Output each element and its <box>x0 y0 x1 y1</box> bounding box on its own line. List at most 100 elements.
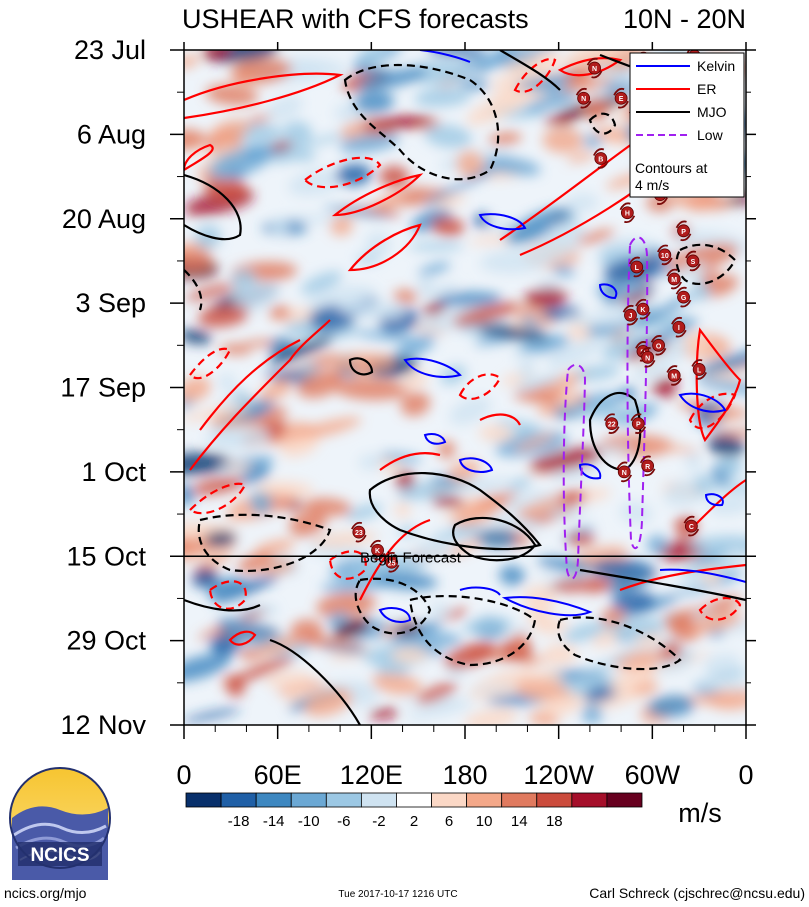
field-patch <box>478 425 515 442</box>
contour-layer <box>184 50 746 725</box>
kelvin-contour <box>378 607 412 623</box>
footer-author: Carl Schreck (cjschrec@ncsu.edu) <box>589 885 805 901</box>
storm-marker: N <box>639 347 656 368</box>
legend-label: ER <box>697 81 716 97</box>
field-patch <box>209 119 249 145</box>
field-patch <box>418 261 451 277</box>
field-patch <box>184 708 241 723</box>
field-patch <box>477 528 518 549</box>
field-patch <box>525 91 578 112</box>
er-contour-dashed <box>188 482 247 515</box>
field-patch <box>529 447 602 473</box>
field-patch <box>537 557 594 572</box>
field-patch <box>593 127 635 142</box>
field-patch <box>583 134 603 148</box>
colorbar-tick-label: -14 <box>263 813 285 830</box>
storm-marker: K <box>369 539 386 561</box>
x-tick-label: 60E <box>254 760 302 790</box>
er-contour <box>189 319 331 471</box>
field-patch <box>241 463 271 484</box>
er-contour <box>228 630 257 646</box>
er-contour-dashed <box>328 550 367 580</box>
field-patch <box>329 352 395 372</box>
axes: 0 60E 120E 180 120W 60W 0 23 Jul 6 Aug 20 Aug 3 Se… <box>60 35 756 790</box>
storm-id: N <box>622 470 627 477</box>
field-patch <box>202 50 232 61</box>
colorbar-swatch <box>185 792 222 808</box>
mjo-contour <box>348 357 374 376</box>
field-patch <box>184 483 195 506</box>
field-patch <box>300 271 343 295</box>
ncics-logo: NCICS <box>9 767 111 880</box>
colorbar-swatch <box>431 792 468 808</box>
er-contour-dashed <box>208 580 247 610</box>
storm-id: N <box>645 355 650 362</box>
y-tick-label: 15 Oct <box>66 541 146 571</box>
field-patch <box>298 131 353 148</box>
field-patch <box>696 378 746 395</box>
er-contour-dashed <box>513 57 557 93</box>
field-patch <box>270 217 289 237</box>
storm-marker: J <box>622 304 639 326</box>
field-patch <box>691 280 710 302</box>
colorbar-swatch <box>466 792 503 808</box>
legend: Kelvin ER MJO Low Contours at 4 m/s <box>629 52 745 198</box>
x-tick-label: 120W <box>523 760 594 790</box>
field-patch <box>339 132 400 153</box>
field-patch <box>514 679 572 703</box>
storm-id: K <box>375 548 380 555</box>
field-patch <box>611 591 656 613</box>
y-tick-label: 1 Oct <box>81 457 146 487</box>
mjo-contour-dashed <box>588 112 617 135</box>
colorbar-tick-label: -10 <box>298 813 320 830</box>
mjo-contour-dashed <box>408 594 537 667</box>
storm-marker: O <box>650 335 667 356</box>
storm-id: P <box>636 422 641 429</box>
field-patch <box>371 673 423 695</box>
field-patch <box>432 528 485 541</box>
field-patch <box>619 501 653 524</box>
kelvin-contour <box>678 392 727 413</box>
storm-markers: HNNNEIFBKHHP10LSMGKJIODNML22PRNC23K25 <box>351 50 707 573</box>
contour-note: Contours at <box>635 160 707 176</box>
storm-id: S <box>691 259 696 266</box>
field-patch <box>184 406 253 422</box>
field-patch <box>712 429 746 437</box>
mjo-contour <box>452 516 537 562</box>
field-patch <box>469 683 518 693</box>
kelvin-contour <box>659 568 746 583</box>
legend-item: Kelvin <box>636 58 735 74</box>
field-patch <box>257 481 314 498</box>
chart-title: USHEAR with CFS forecasts <box>182 4 529 34</box>
field-patch <box>184 329 212 344</box>
er-contour-dashed <box>188 347 232 380</box>
field-patch <box>505 207 572 244</box>
y-tick-label: 23 Jul <box>74 35 146 65</box>
storm-id: M <box>671 277 677 284</box>
field-patch <box>511 632 530 652</box>
colorbar-tick-label: 18 <box>546 813 563 830</box>
field-patch <box>484 156 541 176</box>
field-patch <box>499 624 533 637</box>
storm-marker: 10 <box>657 244 673 266</box>
field-patch <box>690 611 744 634</box>
field-patch <box>703 653 741 674</box>
mjo-contour-dashed <box>557 616 682 671</box>
field-patch <box>557 392 579 409</box>
field-patch <box>258 381 293 401</box>
units-label: m/s <box>678 798 722 828</box>
field-patch <box>717 456 743 477</box>
field-patch <box>479 248 552 274</box>
storm-marker: N <box>586 57 603 79</box>
kelvin-contour <box>423 432 447 445</box>
storm-id: B <box>598 156 603 163</box>
field-patch <box>608 566 657 595</box>
colorbar-tick-label: 6 <box>445 813 453 830</box>
y-tick-label: 29 Oct <box>66 626 146 656</box>
field-patch <box>417 276 437 300</box>
storm-marker: M <box>666 268 682 290</box>
logo-text: NCICS <box>30 845 89 866</box>
kelvin-contour <box>598 283 618 300</box>
field-patch <box>662 334 689 361</box>
x-tick-label: 120E <box>340 760 403 790</box>
